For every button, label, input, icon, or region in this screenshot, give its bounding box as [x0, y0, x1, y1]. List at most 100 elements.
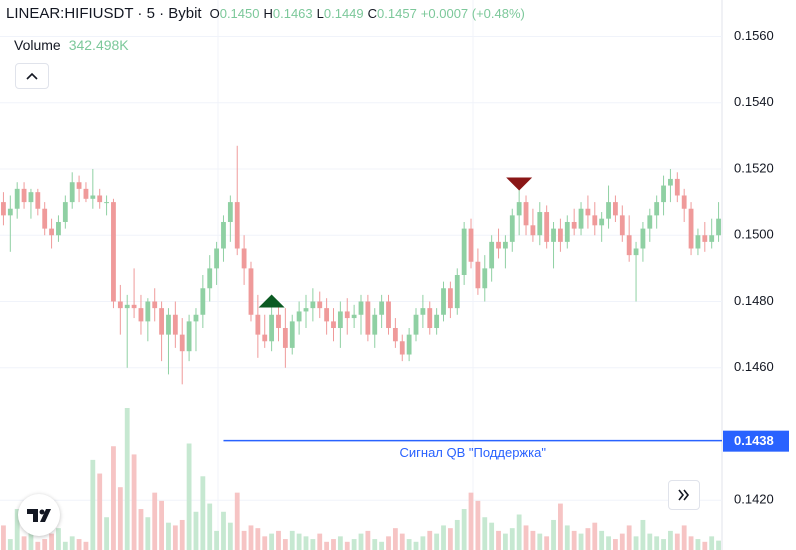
volume-bar	[76, 539, 82, 550]
candle-body	[282, 328, 288, 348]
candle-body	[427, 308, 433, 329]
volume-bar	[310, 539, 316, 550]
candle-body	[413, 314, 419, 335]
candle-body	[90, 195, 96, 199]
candle-body	[83, 188, 89, 199]
candle-body	[537, 212, 543, 236]
volume-bar	[1, 525, 6, 550]
ohlc: O0.1450 H0.1463 L0.1449 C0.1457	[206, 5, 417, 22]
signal-label: Сигнал QB "Поддержка"	[400, 445, 547, 460]
candle-body	[386, 301, 391, 329]
volume-bar	[276, 530, 281, 550]
candle-body	[695, 235, 701, 249]
candle-body	[592, 215, 598, 226]
volume-bar	[207, 503, 213, 550]
volume-bar	[62, 541, 68, 550]
candle-body	[365, 301, 371, 335]
volume-bar	[145, 517, 151, 550]
candle-body	[104, 202, 109, 204]
candle-body	[716, 218, 721, 236]
volume-bar	[138, 509, 144, 550]
candle-body	[56, 221, 61, 236]
volume-bar	[482, 517, 488, 550]
candle-body	[289, 321, 295, 348]
candle-body	[248, 268, 254, 315]
logo[interactable]	[18, 494, 60, 536]
candle-body	[172, 314, 178, 335]
volume-bar	[447, 528, 453, 550]
signal-marker	[506, 177, 533, 191]
candle-body	[35, 192, 41, 209]
volume-bar	[337, 536, 343, 550]
volume-bar	[496, 530, 501, 550]
volume-bar	[489, 522, 495, 550]
candle-body	[626, 235, 632, 256]
candle-body	[688, 208, 694, 249]
volume-bar	[262, 536, 268, 550]
ohlc-key: C	[367, 6, 378, 21]
price-tag	[723, 430, 789, 452]
volume-bar	[172, 525, 178, 550]
candle-body	[317, 301, 323, 309]
price-tick-label: 0.1520	[734, 160, 774, 175]
volume-bar	[606, 536, 611, 550]
candle-body	[661, 185, 666, 203]
candle-body	[207, 268, 213, 289]
candle-body	[221, 221, 226, 249]
candle-body	[613, 202, 618, 216]
volume-bar	[331, 539, 336, 550]
scroll-right-button[interactable]	[668, 480, 700, 510]
volume-bar	[124, 408, 130, 550]
candle-body	[344, 311, 350, 319]
volume-bar	[221, 511, 226, 550]
volume-bar	[661, 539, 666, 550]
collapse-button[interactable]	[15, 63, 49, 89]
volume-bar	[509, 528, 515, 550]
candle-body	[461, 228, 467, 275]
candle-body	[269, 314, 275, 342]
volume-bar	[14, 509, 20, 550]
candle-body	[117, 301, 123, 309]
volume-bar	[551, 519, 556, 550]
volume-bar	[193, 511, 199, 550]
volume-bar	[564, 525, 570, 550]
candle-body	[709, 235, 715, 242]
candle-body	[234, 202, 240, 249]
volume-bar	[21, 536, 27, 550]
volume-bar	[117, 487, 123, 550]
volume-name: Volume	[14, 37, 61, 53]
volume-bar	[413, 541, 419, 550]
candle-body	[152, 301, 158, 309]
volume-bar	[179, 519, 185, 550]
volume-bar	[674, 533, 680, 550]
volume-bar	[248, 525, 254, 550]
candle-body	[530, 225, 536, 236]
candle-body	[324, 308, 330, 322]
price-tick-label: 0.1500	[734, 227, 774, 242]
candle-body	[482, 268, 488, 289]
candle-body	[633, 248, 639, 256]
candle-body	[702, 235, 708, 242]
price-tick-label: 0.1540	[734, 94, 774, 109]
candle-body	[468, 228, 474, 262]
volume-bar	[461, 509, 467, 550]
candle-body	[606, 202, 611, 219]
candle-body	[310, 301, 316, 309]
volume-bar	[282, 539, 288, 550]
candle-body	[509, 215, 515, 242]
candle-body	[489, 241, 495, 269]
candle-body	[392, 328, 398, 342]
volume-bar	[42, 539, 48, 550]
volume-bar	[344, 541, 350, 550]
volume-bar	[633, 536, 639, 550]
volume-bar	[166, 522, 171, 550]
volume-bar	[613, 539, 618, 550]
candle-body	[454, 275, 460, 309]
volume-bar	[654, 536, 660, 550]
candle-body	[7, 208, 13, 216]
volume-bar	[7, 539, 13, 550]
volume-bar	[358, 533, 364, 550]
candle-body	[124, 304, 130, 309]
candle-body	[138, 308, 144, 322]
